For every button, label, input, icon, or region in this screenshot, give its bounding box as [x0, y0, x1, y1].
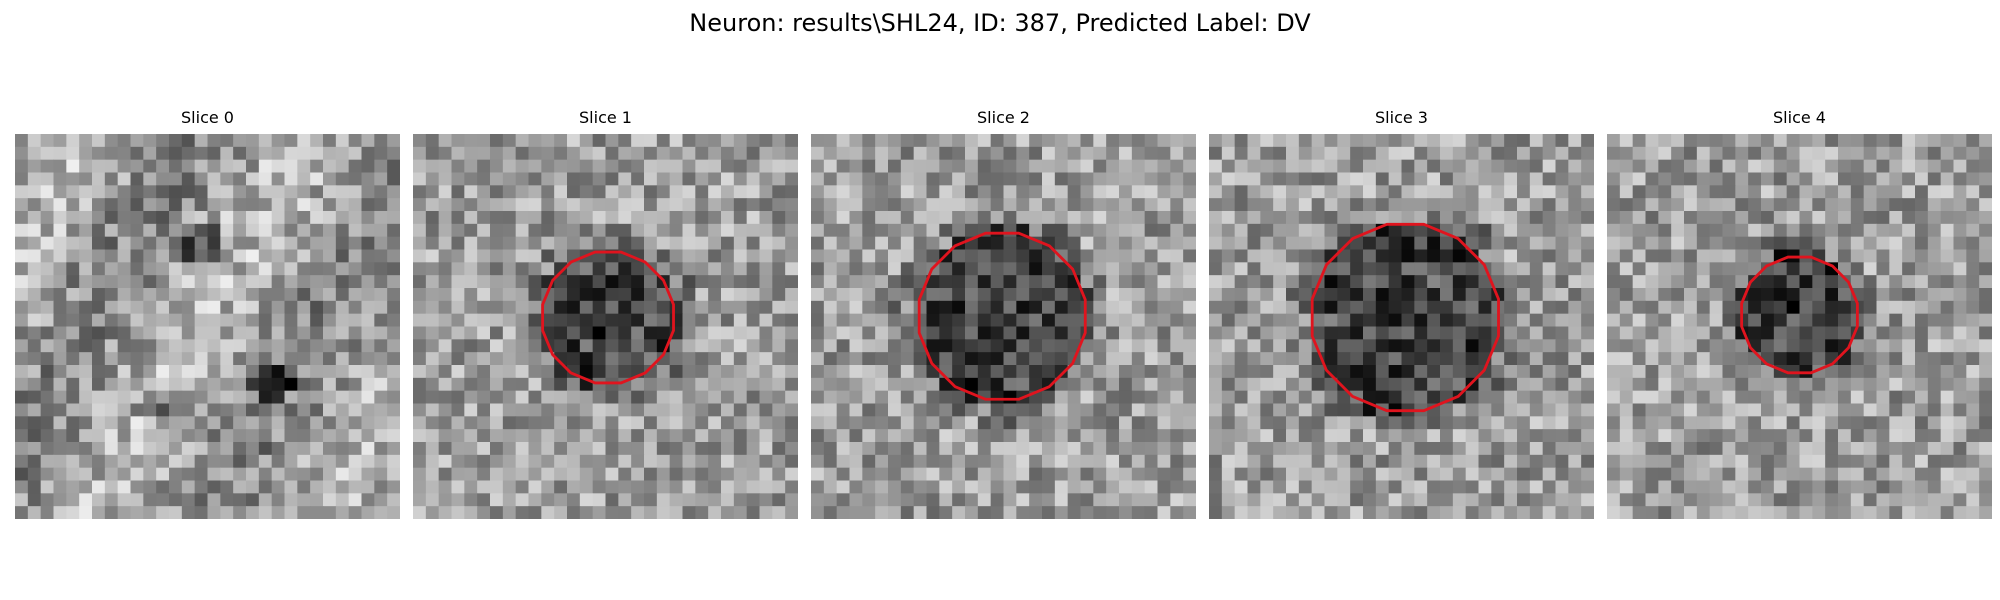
slice-title: Slice 4 — [1773, 108, 1826, 127]
slice-image — [1607, 134, 1992, 519]
slice-panel-3: Slice 3 — [1209, 108, 1594, 519]
slice-panel-4: Slice 4 — [1607, 108, 1992, 519]
slice-panel-1: Slice 1 — [413, 108, 798, 519]
slice-title: Slice 3 — [1375, 108, 1428, 127]
roi-contour — [917, 231, 1087, 401]
slice-image — [1209, 134, 1594, 519]
slice-image — [811, 134, 1196, 519]
roi-contour — [1740, 255, 1859, 375]
slice-image — [15, 134, 400, 519]
slice-title: Slice 0 — [181, 108, 234, 127]
slice-title: Slice 2 — [977, 108, 1030, 127]
roi-contour — [541, 250, 675, 385]
slice-title: Slice 1 — [579, 108, 632, 127]
slice-panel-0: Slice 0 — [15, 108, 400, 519]
figure-title: Neuron: results\SHL24, ID: 387, Predicte… — [689, 9, 1311, 37]
slice-panel-2: Slice 2 — [811, 108, 1196, 519]
slice-image — [413, 134, 798, 519]
roi-contour — [1310, 222, 1500, 413]
